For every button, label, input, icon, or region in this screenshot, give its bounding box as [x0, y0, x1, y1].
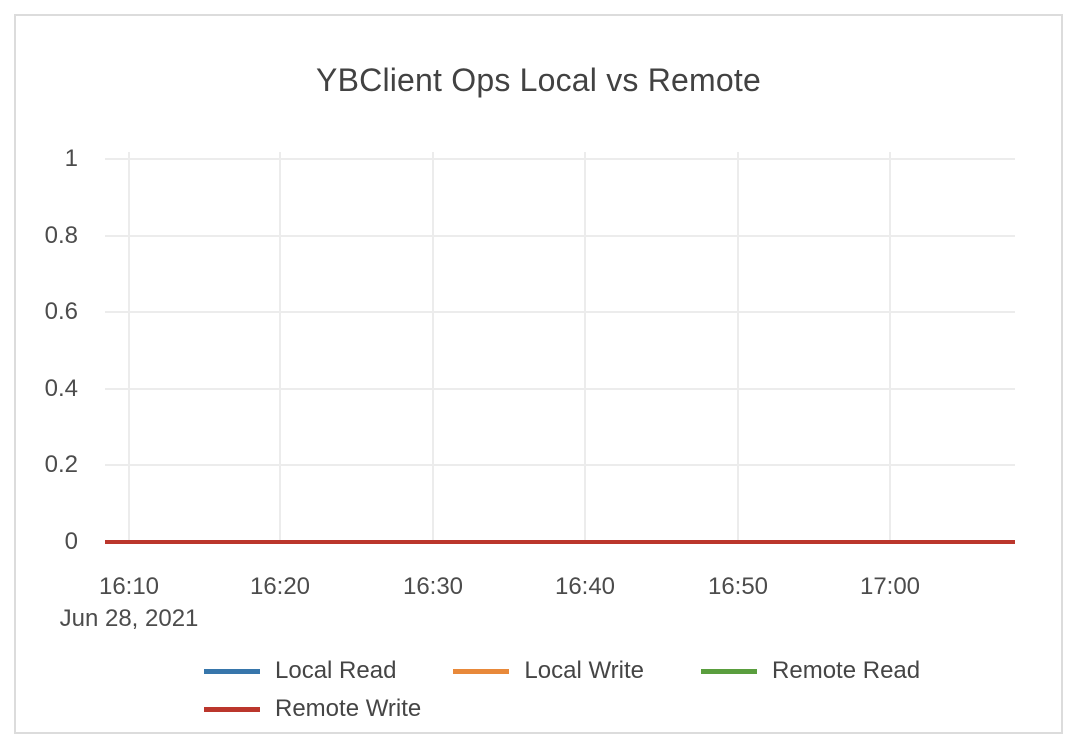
series-line-remote-write — [105, 540, 1015, 544]
gridline-horizontal — [105, 235, 1015, 237]
legend: Local Read Local Write Remote Read Remot… — [204, 657, 949, 723]
x-axis-tick-label: 17:00 — [859, 573, 921, 600]
gridline-vertical — [432, 152, 434, 542]
x-axis-tick-label: 16:50 — [707, 573, 769, 600]
legend-swatch-local-read — [204, 668, 260, 674]
legend-item-local-write[interactable]: Local Write — [453, 657, 644, 685]
legend-swatch-remote-read — [701, 668, 758, 674]
y-axis-tick-label: 1 — [64, 145, 78, 172]
gridline-horizontal — [105, 311, 1015, 313]
gridline-vertical — [128, 152, 130, 542]
x-axis-tick-label: 16:20 — [249, 573, 311, 600]
legend-label-remote-read: Remote Read — [772, 657, 921, 684]
plot-area[interactable]: 1 0.8 0.6 0.4 0.2 0 16:10 16:20 16:30 16… — [45, 147, 1015, 631]
gridline-horizontal — [105, 388, 1015, 390]
legend-item-remote-write[interactable]: Remote Write — [204, 695, 421, 723]
x-axis-date-label: Jun 28, 2021 — [59, 605, 199, 632]
x-axis-tick-label: 16:30 — [402, 573, 464, 600]
gridline-vertical — [737, 152, 739, 542]
legend-item-local-read[interactable]: Local Read — [204, 657, 396, 685]
gridline-horizontal — [105, 464, 1015, 466]
gridline-vertical — [279, 152, 281, 542]
y-axis-tick-label: 0.8 — [44, 221, 78, 249]
legend-swatch-local-write — [453, 668, 510, 674]
y-axis-tick-label: 0.4 — [44, 374, 78, 402]
x-axis-tick-label: 16:10 — [98, 573, 160, 600]
gridline-vertical — [889, 152, 891, 542]
y-axis-tick-label: 0.2 — [44, 451, 78, 479]
y-axis-tick-label: 0 — [64, 528, 78, 555]
gridline-horizontal — [105, 158, 1015, 160]
legend-item-remote-read[interactable]: Remote Read — [701, 657, 920, 685]
legend-swatch-remote-write — [204, 706, 260, 712]
legend-label-remote-write: Remote Write — [275, 695, 422, 722]
x-axis-tick-label: 16:40 — [554, 573, 616, 600]
chart-title: YBClient Ops Local vs Remote — [316, 62, 761, 98]
chart-card: YBClient Ops Local vs Remote 1 0.8 0.6 0… — [14, 14, 1063, 734]
legend-label-local-read: Local Read — [275, 657, 397, 684]
y-axis-tick-label: 0.6 — [44, 298, 78, 326]
gridline-vertical — [584, 152, 586, 542]
legend-label-local-write: Local Write — [524, 657, 645, 684]
